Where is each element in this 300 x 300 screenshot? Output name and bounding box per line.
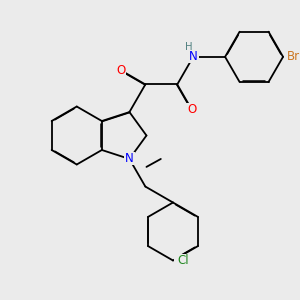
FancyBboxPatch shape [174,254,193,267]
Text: Cl: Cl [177,254,189,267]
FancyBboxPatch shape [124,152,135,166]
Text: N: N [189,50,198,63]
FancyBboxPatch shape [183,40,194,53]
Text: O: O [187,103,196,116]
FancyBboxPatch shape [186,103,197,116]
FancyBboxPatch shape [115,64,126,76]
Text: H: H [185,42,193,52]
Text: N: N [125,152,134,166]
Text: Br: Br [286,50,300,63]
FancyBboxPatch shape [188,50,199,63]
Text: O: O [116,64,125,76]
FancyBboxPatch shape [284,50,300,63]
